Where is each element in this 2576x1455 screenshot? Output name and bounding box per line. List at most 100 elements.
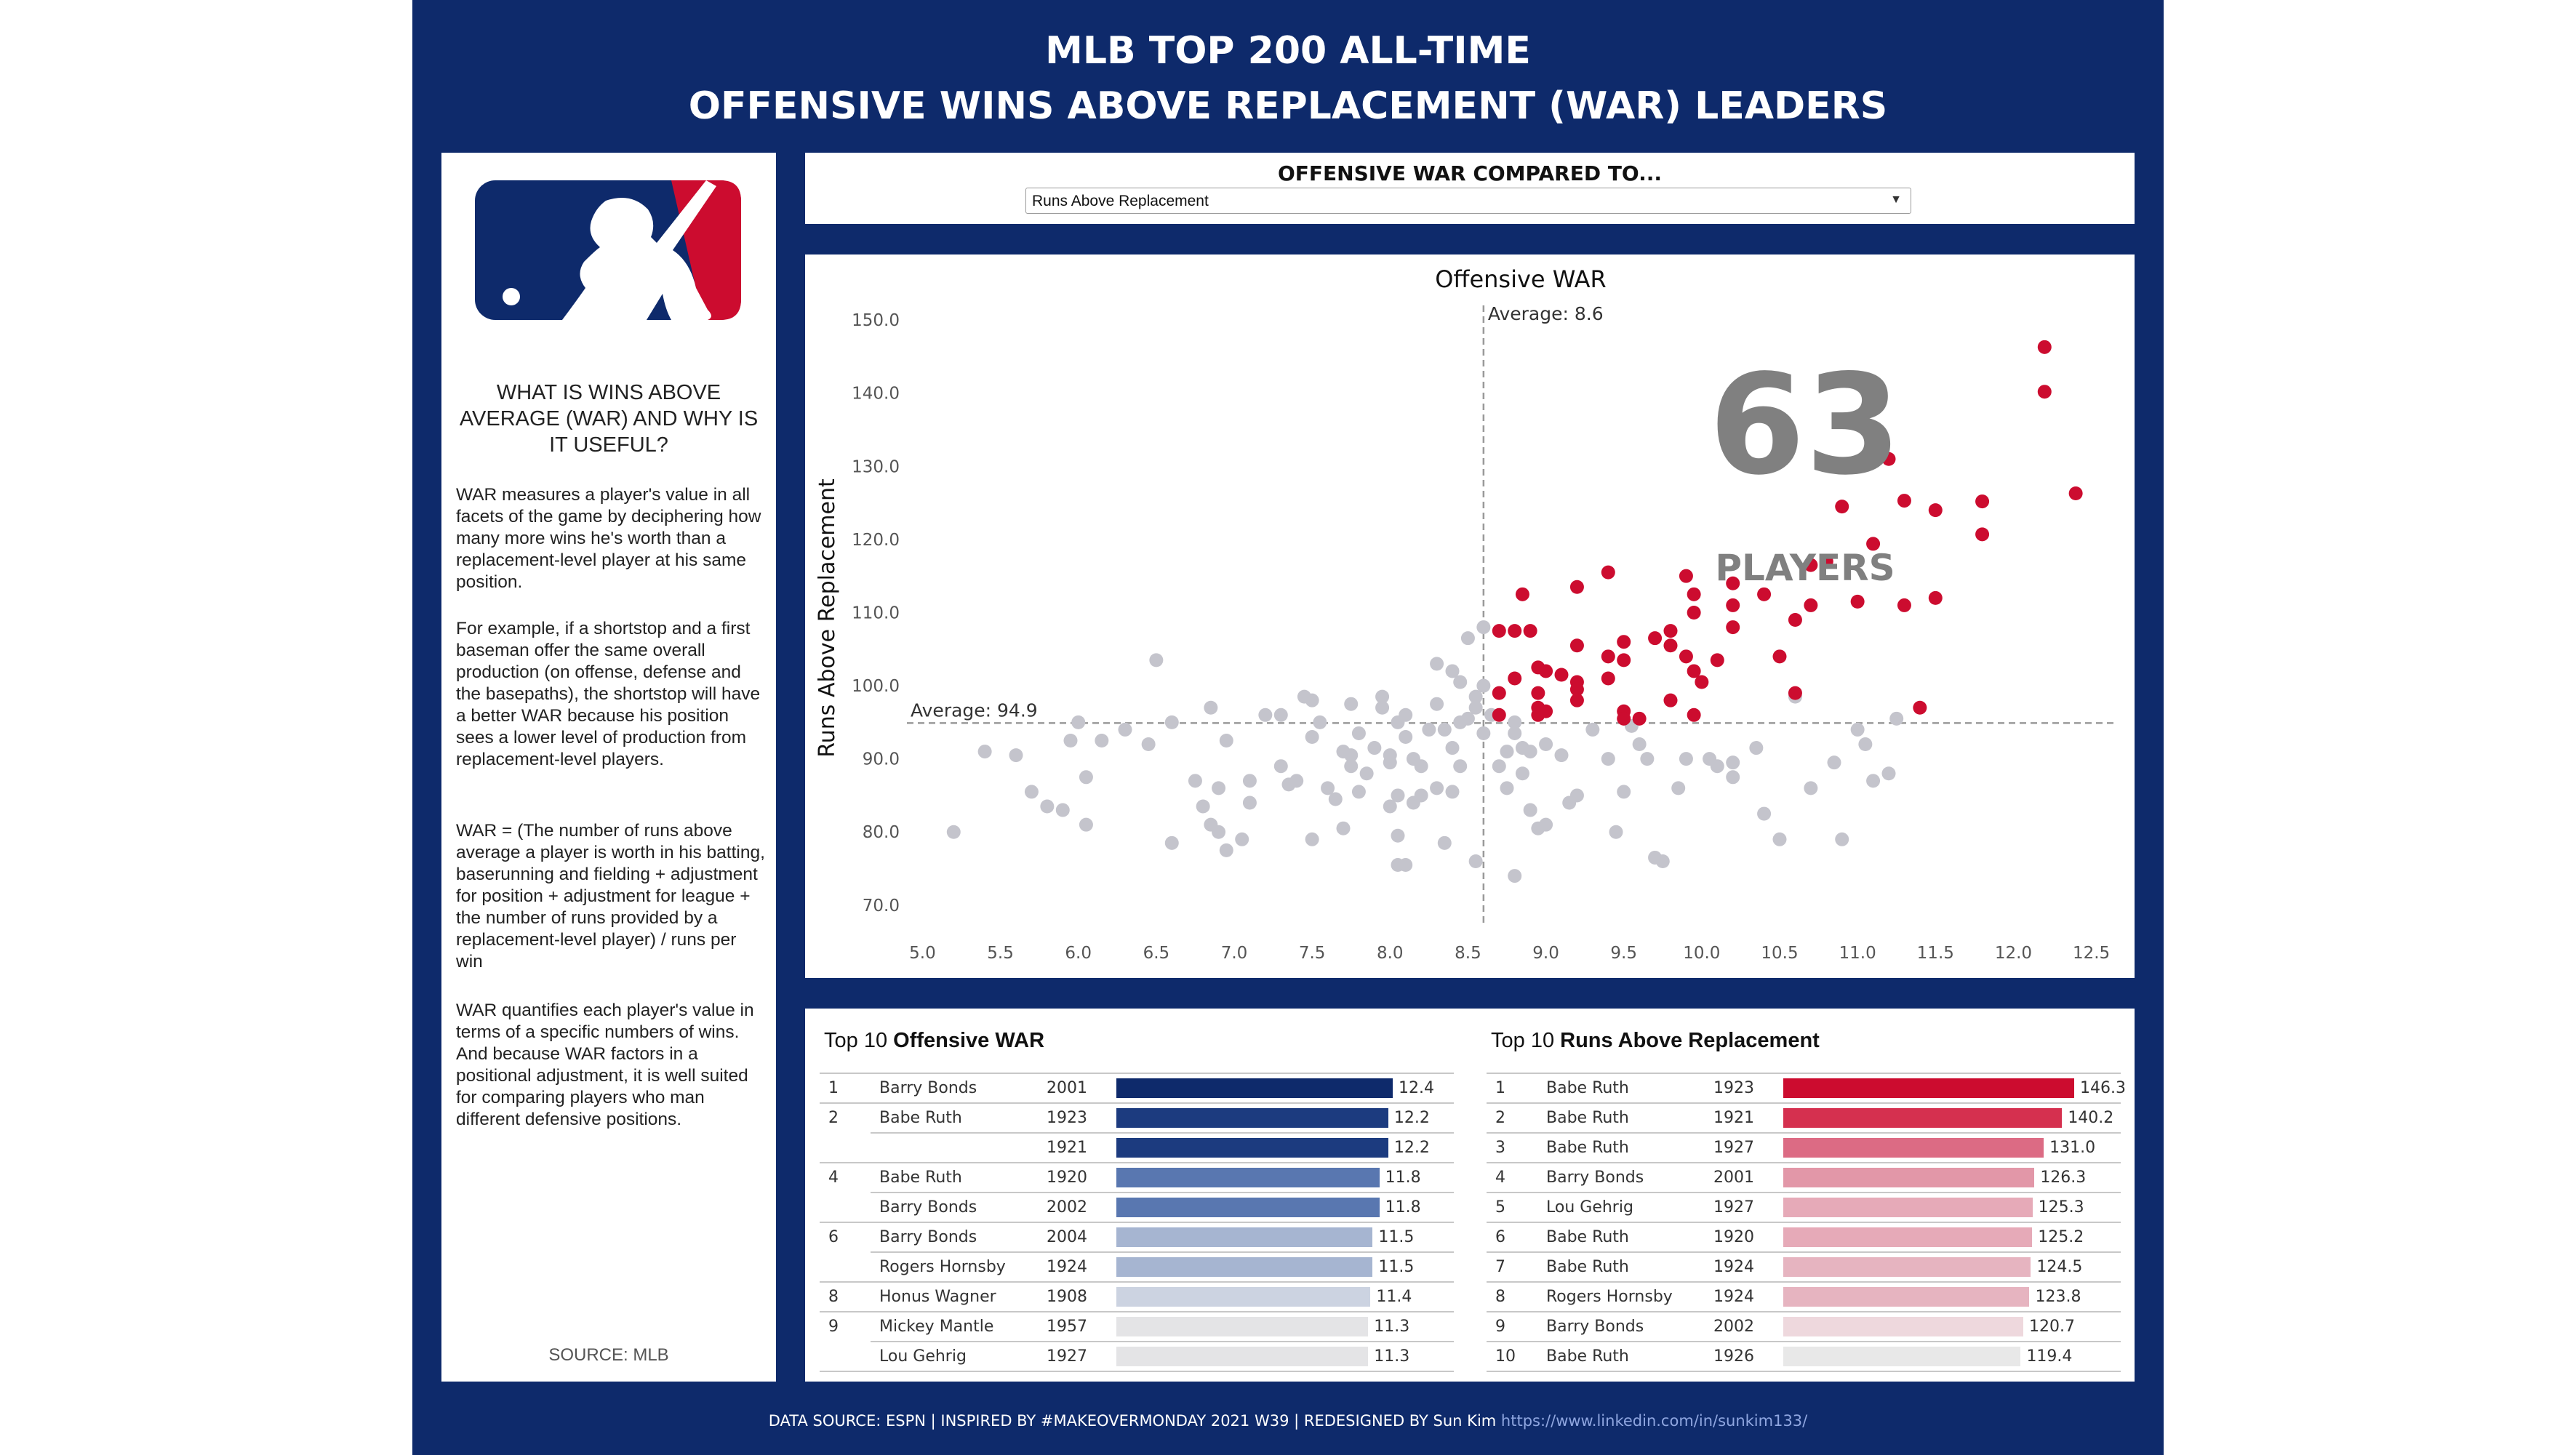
x-tick-label: 11.5 <box>1917 944 1954 963</box>
sidebar-heading: WHAT IS WINS ABOVE AVERAGE (WAR) AND WHY… <box>459 381 759 457</box>
rank-cell: 3 <box>1495 1139 1505 1157</box>
data-point <box>1726 576 1740 590</box>
table-row: 4 Barry Bonds 2001 126.3 <box>1487 1162 2121 1192</box>
year-cell: 1921 <box>1713 1109 1754 1127</box>
linkedin-link[interactable]: https://www.linkedin.com/in/sunkim133/ <box>1500 1412 1808 1430</box>
players-count: 63 <box>1709 345 1901 505</box>
data-point <box>1687 605 1701 620</box>
data-point <box>1687 708 1701 722</box>
data-point <box>1476 726 1491 740</box>
y-tick-label: 80.0 <box>863 823 900 842</box>
player-name-cell: Babe Ruth <box>1546 1109 1629 1127</box>
value-label: 12.2 <box>1393 1139 1430 1157</box>
value-bar <box>1116 1347 1369 1366</box>
data-point <box>1515 766 1529 781</box>
value-bar <box>1116 1198 1380 1217</box>
data-point <box>1164 835 1179 850</box>
x-tick-label: 12.0 <box>1995 944 2032 963</box>
value-label: 123.8 <box>2035 1288 2081 1306</box>
value-label: 131.0 <box>2049 1139 2096 1157</box>
value-bar <box>1116 1108 1388 1128</box>
rank-cell: 4 <box>828 1169 839 1187</box>
data-point <box>1422 722 1436 737</box>
value-label: 11.4 <box>1376 1288 1412 1306</box>
player-name-cell: Honus Wagner <box>879 1288 996 1306</box>
data-point <box>1523 624 1537 638</box>
x-tick-label: 8.5 <box>1455 944 1481 963</box>
triangle-down-icon[interactable]: ▼ <box>1890 193 1902 206</box>
data-point <box>1539 737 1553 752</box>
scatter-panel: Offensive WAR Runs Above Replacement Ave… <box>805 254 2135 978</box>
data-point <box>1476 620 1491 635</box>
value-bar <box>1116 1317 1369 1336</box>
data-point <box>977 745 992 759</box>
x-tick-label: 11.0 <box>1839 944 1876 963</box>
data-point <box>1827 755 1841 770</box>
data-point <box>1508 715 1522 729</box>
data-point <box>1468 689 1483 704</box>
player-name-cell: Babe Ruth <box>1546 1139 1629 1157</box>
data-point <box>1399 708 1413 722</box>
sidebar-paragraph-4: WAR quantifies each player's value in te… <box>456 1001 754 1129</box>
selector-title: OFFENSIVE WAR COMPARED TO... <box>1277 161 1663 185</box>
value-label: 12.2 <box>1393 1109 1430 1127</box>
value-label: 11.5 <box>1378 1228 1415 1246</box>
year-cell: 1957 <box>1047 1318 1087 1336</box>
value-bar <box>1783 1347 2021 1366</box>
data-point <box>1344 759 1359 774</box>
data-point <box>2068 486 2083 501</box>
rank-cell: 7 <box>1495 1258 1505 1276</box>
value-bar <box>1116 1287 1371 1307</box>
rank-cell: 2 <box>828 1109 839 1127</box>
data-point <box>1617 653 1631 668</box>
source-note: SOURCE: MLB <box>548 1345 669 1365</box>
row-divider <box>1487 1281 2121 1283</box>
data-point <box>1383 755 1397 770</box>
data-point <box>1617 635 1631 649</box>
data-point <box>1881 452 1896 466</box>
data-point <box>1539 817 1553 832</box>
data-point <box>1204 700 1218 715</box>
row-divider <box>871 1251 1454 1253</box>
value-bar <box>1783 1168 2035 1187</box>
footer-text: DATA SOURCE: ESPN | INSPIRED BY #MAKEOVE… <box>768 1412 1497 1430</box>
x-tick-label: 10.5 <box>1761 944 1798 963</box>
data-point <box>1726 620 1740 635</box>
x-tick-label: 8.0 <box>1377 944 1404 963</box>
data-point <box>1453 675 1468 689</box>
data-point <box>1609 825 1623 839</box>
value-bar <box>1116 1168 1380 1187</box>
data-point <box>1617 785 1631 799</box>
data-point <box>1399 858 1413 872</box>
data-point <box>1975 527 1990 542</box>
data-point <box>1866 774 1881 788</box>
table-row: Lou Gehrig 1927 11.3 <box>820 1341 1454 1371</box>
top10-panel: Top 10 Offensive WAR 1 Barry Bonds 2001 12.… <box>805 1009 2135 1382</box>
data-point <box>1141 737 1156 752</box>
data-point <box>1212 781 1226 795</box>
data-point <box>1118 722 1132 737</box>
data-point <box>1235 832 1249 846</box>
row-divider <box>820 1281 1454 1283</box>
data-point <box>1757 587 1772 601</box>
data-point <box>1881 766 1896 781</box>
data-point <box>1632 737 1647 752</box>
data-point <box>1523 803 1537 817</box>
data-point <box>1500 781 1514 795</box>
data-point <box>1508 671 1522 686</box>
comparison-dropdown[interactable]: Runs Above Replacement ▼ <box>1025 188 1911 214</box>
rank-cell: 9 <box>1495 1318 1505 1336</box>
value-bar <box>1783 1198 2033 1217</box>
rank-cell: 10 <box>1495 1347 1516 1366</box>
rar-table-title: Top 10 Runs Above Replacement <box>1491 1029 1820 1052</box>
chart-title: Offensive WAR <box>1435 265 1607 293</box>
y-tick-label: 120.0 <box>852 531 900 550</box>
data-point <box>1687 587 1701 601</box>
row-divider <box>820 1102 1454 1104</box>
year-cell: 2001 <box>1047 1079 1087 1097</box>
table-row: 6 Barry Bonds 2004 11.5 <box>820 1222 1454 1251</box>
data-point <box>1554 668 1569 682</box>
value-label: 120.7 <box>2029 1318 2075 1336</box>
player-name-cell: Lou Gehrig <box>879 1347 967 1366</box>
value-label: 12.4 <box>1399 1079 1434 1097</box>
